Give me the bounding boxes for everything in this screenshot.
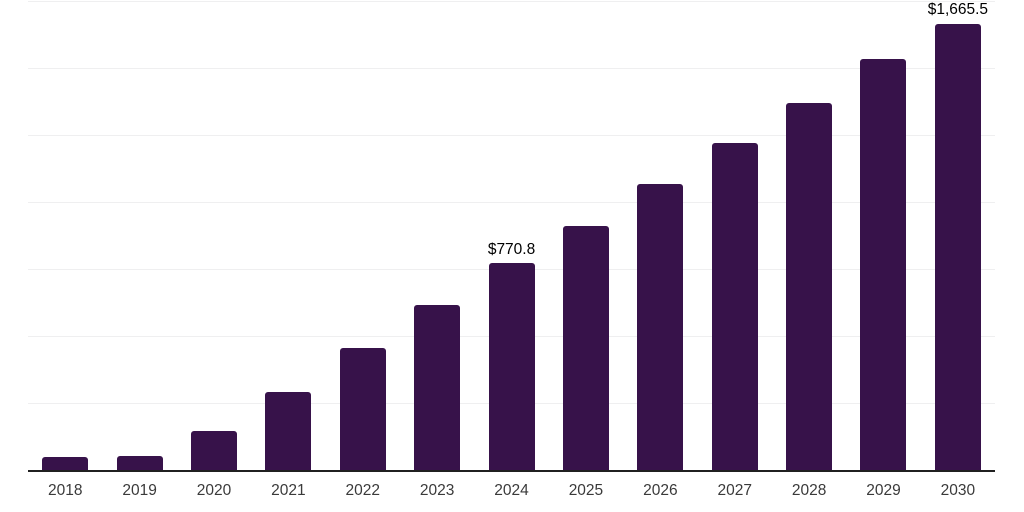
bar-slot-2029 (846, 1, 920, 470)
x-tick-2024: 2024 (494, 482, 529, 499)
bar-2025 (562, 226, 609, 470)
bar-2022 (339, 347, 386, 470)
plot-inner: $770.8 $1,665.5 (28, 0, 995, 470)
bar-slot-2021 (251, 1, 325, 470)
bar-2030 (934, 23, 981, 470)
bar-2019 (116, 456, 163, 470)
bar-slot-2025 (549, 1, 623, 470)
bar-slot-2019 (102, 1, 176, 470)
bar-2024 (488, 263, 535, 470)
x-tick-2020: 2020 (196, 482, 232, 499)
x-tick-2022: 2022 (345, 482, 380, 499)
gridline-1750 (28, 0, 995, 2)
bar-2026 (637, 184, 684, 470)
x-tick-2018: 2018 (47, 482, 83, 499)
bar-2018 (42, 457, 89, 470)
x-tick-2019: 2019 (122, 482, 157, 499)
data-label-2030: $1,665.5 (927, 1, 989, 19)
bar-2029 (860, 58, 907, 470)
bar-slot-2026 (623, 1, 697, 470)
x-tick-2026: 2026 (643, 482, 678, 499)
gridline-1250 (28, 134, 995, 136)
x-tick-2023: 2023 (419, 482, 455, 499)
x-tick-2029: 2029 (866, 482, 901, 499)
x-axis-labels: 2018 2019 2020 2021 2022 2023 2024 2025 2026 2027… (28, 482, 995, 501)
bar-2028 (786, 102, 833, 470)
bar-slot-2022 (326, 1, 400, 470)
bar-slot-2027 (698, 1, 772, 470)
gridline-1000 (28, 201, 995, 203)
bar-slot-2023 (400, 1, 474, 470)
bar-slot-2024: $770.8 (474, 1, 548, 470)
plot-area: $770.8 $1,665.5 (28, 0, 995, 472)
x-axis-line (28, 470, 995, 472)
bar-slot-2018 (28, 1, 102, 470)
bar-slot-2028 (772, 1, 846, 470)
gridline-1500 (28, 67, 995, 69)
x-tick-2030: 2030 (940, 482, 976, 499)
x-tick-2028: 2028 (791, 482, 827, 499)
x-tick-2021: 2021 (271, 482, 306, 499)
x-tick-2025: 2025 (568, 482, 604, 499)
bar-slot-2020 (177, 1, 251, 470)
bar-2020 (190, 430, 237, 470)
bar-2021 (265, 391, 312, 470)
data-label-2024: $770.8 (487, 240, 536, 258)
bar-2027 (711, 142, 758, 470)
bar-2023 (414, 304, 461, 470)
bar-slots: $770.8 $1,665.5 (28, 1, 995, 470)
x-tick-2027: 2027 (717, 482, 752, 499)
bar-slot-2030: $1,665.5 (921, 1, 995, 470)
